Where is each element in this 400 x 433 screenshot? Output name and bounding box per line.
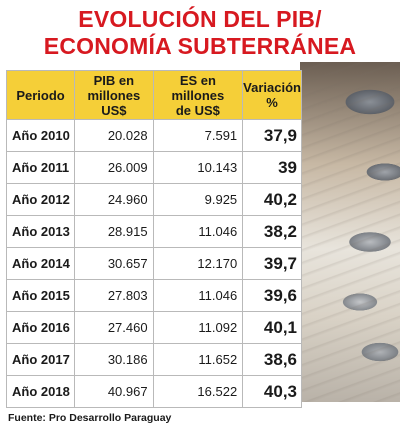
cell-pib: 40.967 xyxy=(74,375,154,408)
cell-pib: 27.803 xyxy=(74,279,154,312)
cell-pib: 30.657 xyxy=(74,247,154,280)
table-row: Año 2018 40.967 16.522 40,3 xyxy=(5,375,302,408)
cell-es: 12.170 xyxy=(152,247,244,280)
title-line-1: EVOLUCIÓN DEL PIB/ xyxy=(78,6,322,32)
table-row: Año 2017 30.186 11.652 38,6 xyxy=(5,343,302,376)
cell-periodo: Año 2011 xyxy=(5,151,76,184)
table-row: Año 2013 28.915 11.046 38,2 xyxy=(5,215,302,248)
header-pib-line-2: millones US$ xyxy=(87,87,141,118)
header-es-line-1: ES en millones xyxy=(171,72,225,103)
cell-es: 10.143 xyxy=(152,151,244,184)
cell-es: 11.046 xyxy=(152,215,244,248)
header-periodo-line-1: Periodo xyxy=(16,87,65,103)
cell-periodo: Año 2015 xyxy=(5,279,76,312)
cell-variacion: 40,1 xyxy=(242,311,302,344)
pib-table: Periodo PIB en millones US$ ES en millon… xyxy=(5,70,302,408)
table-row: Año 2011 26.009 10.143 39 xyxy=(5,151,302,184)
table-row: Año 2010 20.028 7.591 37,9 xyxy=(5,119,302,152)
cell-variacion: 39,7 xyxy=(242,247,302,280)
table-row: Año 2014 30.657 12.170 39,7 xyxy=(5,247,302,280)
cell-periodo: Año 2016 xyxy=(5,311,76,344)
cell-periodo: Año 2010 xyxy=(5,119,76,152)
cell-periodo: Año 2017 xyxy=(5,343,76,376)
table-header-row: Periodo PIB en millones US$ ES en millon… xyxy=(5,70,302,120)
cell-variacion: 38,2 xyxy=(242,215,302,248)
cell-variacion: 40,2 xyxy=(242,183,302,216)
cell-periodo: Año 2013 xyxy=(5,215,76,248)
cell-variacion: 39 xyxy=(242,151,302,184)
header-pib: PIB en millones US$ xyxy=(74,70,154,120)
cell-es: 16.522 xyxy=(152,375,244,408)
cell-es: 11.046 xyxy=(152,279,244,312)
cell-variacion: 37,9 xyxy=(242,119,302,152)
cell-variacion: 38,6 xyxy=(242,343,302,376)
table-row: Año 2016 27.460 11.092 40,1 xyxy=(5,311,302,344)
cell-es: 9.925 xyxy=(152,183,244,216)
cell-pib: 20.028 xyxy=(74,119,154,152)
header-es-line-2: de US$ xyxy=(175,102,220,118)
cell-es: 11.092 xyxy=(152,311,244,344)
cell-periodo: Año 2012 xyxy=(5,183,76,216)
title-line-2: ECONOMÍA SUBTERRÁNEA xyxy=(43,33,357,59)
cell-variacion: 40,3 xyxy=(242,375,302,408)
cell-pib: 27.460 xyxy=(74,311,154,344)
cell-pib: 24.960 xyxy=(74,183,154,216)
cell-variacion: 39,6 xyxy=(242,279,302,312)
header-es: ES en millones de US$ xyxy=(152,70,244,120)
header-variacion: Variación % xyxy=(242,70,302,120)
cell-es: 11.652 xyxy=(152,343,244,376)
coins-photo xyxy=(300,62,400,402)
header-variacion-line-1: Variación xyxy=(243,80,301,95)
table-row: Año 2015 27.803 11.046 39,6 xyxy=(5,279,302,312)
table-row: Año 2012 24.960 9.925 40,2 xyxy=(5,183,302,216)
cell-pib: 26.009 xyxy=(74,151,154,184)
header-variacion-line-2: % xyxy=(266,95,278,110)
cell-pib: 28.915 xyxy=(74,215,154,248)
source-note: Fuente: Pro Desarrollo Paraguay xyxy=(8,412,172,424)
header-periodo: Periodo xyxy=(5,70,76,120)
cell-es: 7.591 xyxy=(152,119,244,152)
cell-pib: 30.186 xyxy=(74,343,154,376)
cell-periodo: Año 2014 xyxy=(5,247,76,280)
cell-periodo: Año 2018 xyxy=(5,375,76,408)
header-pib-line-1: PIB en xyxy=(93,72,135,88)
table-body: Año 2010 20.028 7.591 37,9 Año 2011 26.009 10.… xyxy=(5,119,302,408)
